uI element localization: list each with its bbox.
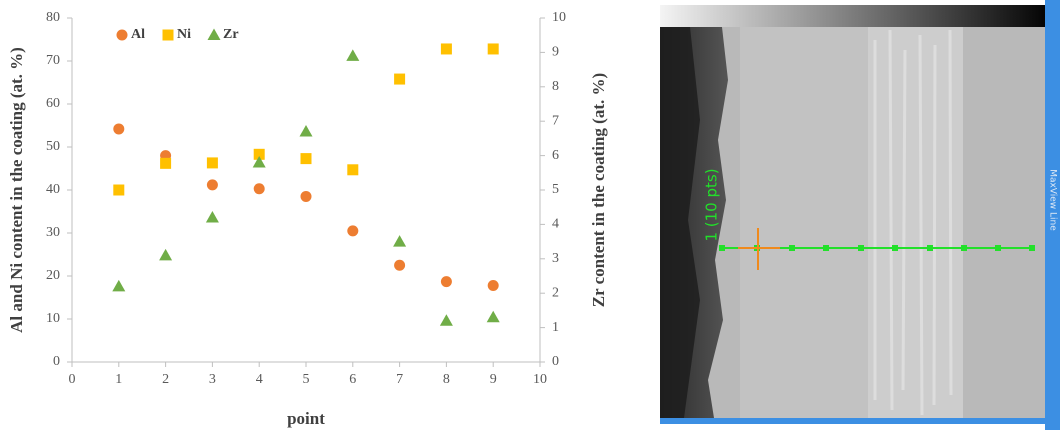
y2-axis-title: Zr content in the coating (at. %)	[589, 73, 608, 307]
point	[113, 123, 125, 135]
legend-label: Al	[131, 27, 145, 42]
x-tick-label: 7	[396, 372, 403, 387]
y2-tick-label: 5	[552, 182, 559, 197]
point	[253, 183, 265, 195]
y-tick-label: 60	[46, 96, 60, 111]
point	[253, 148, 265, 160]
point	[347, 225, 359, 237]
point	[113, 184, 125, 196]
point	[440, 276, 452, 288]
point	[300, 153, 312, 165]
bottom-bar	[660, 418, 1060, 424]
y-tick-label: 80	[46, 10, 60, 25]
legend-label: Ni	[177, 27, 191, 42]
x-axis-title: point	[287, 409, 325, 428]
point	[394, 259, 406, 271]
y-tick-label: 10	[46, 311, 60, 326]
side-label: MaxView Line	[1048, 169, 1058, 231]
crosshair	[738, 228, 780, 270]
x-tick-label: 6	[349, 372, 356, 387]
y2-tick-label: 8	[552, 79, 559, 94]
legend-marker	[207, 28, 221, 40]
point	[252, 155, 266, 168]
coating-zone	[740, 27, 870, 418]
point	[487, 43, 499, 55]
point	[159, 248, 173, 261]
y2-tick-label: 3	[552, 251, 559, 266]
y-axis-title: Al and Ni content in the coating (at. %)	[7, 47, 26, 333]
point	[160, 157, 172, 169]
x-tick-label: 10	[533, 372, 547, 387]
y-tick-label: 30	[46, 225, 60, 240]
legend-marker	[116, 29, 128, 41]
y-tick-label: 70	[46, 53, 60, 68]
chart: 0 1 2 3 4 5 6 7 8 9 10 0 10 20 30 40 50 60 70 80 0 1 2 3 4 5 6 7 8 9 1…	[7, 10, 608, 428]
gradient-bar	[660, 5, 1045, 27]
y-tick-label: 0	[53, 354, 60, 369]
y2-tick-label: 4	[552, 217, 559, 232]
legend-marker	[162, 29, 174, 41]
y2-tick-label: 10	[552, 10, 566, 25]
x-tick-label: 0	[69, 372, 76, 387]
line-label: 1 (10 pts)	[703, 168, 721, 241]
y2-tick-label: 7	[552, 113, 559, 128]
point	[206, 179, 218, 191]
point	[300, 190, 312, 202]
striped-band	[868, 27, 963, 418]
point	[112, 279, 126, 292]
y2-tick-label: 1	[552, 320, 559, 335]
point	[299, 125, 313, 137]
band-texture	[873, 29, 953, 416]
y2-tick-label: 0	[552, 354, 559, 369]
y2-tick-label: 6	[552, 148, 559, 163]
x-tick-label: 9	[490, 372, 497, 387]
y-tick-label: 40	[46, 182, 60, 197]
x-tick-label: 3	[209, 372, 216, 387]
point	[393, 235, 407, 247]
point	[205, 211, 219, 223]
x-tick-label: 8	[443, 372, 450, 387]
point	[440, 43, 452, 55]
micrograph: MaxView Line 1 (10 pts)	[660, 0, 1060, 430]
y-tick-label: 50	[46, 139, 60, 154]
y-tick-label: 20	[46, 268, 60, 283]
point	[486, 310, 500, 323]
point	[439, 314, 453, 326]
x-tick-label: 5	[303, 372, 310, 387]
side-bar	[1045, 0, 1060, 430]
x-tick-label: 4	[256, 372, 263, 387]
point	[347, 164, 359, 176]
point	[487, 279, 499, 291]
x-tick-label: 1	[115, 372, 122, 387]
dark-void	[660, 27, 700, 418]
y2-tick-label: 2	[552, 285, 559, 300]
x-tick-label: 2	[162, 372, 169, 387]
point	[394, 73, 406, 85]
y2-tick-label: 9	[552, 45, 559, 60]
point	[346, 49, 360, 61]
point	[206, 157, 218, 169]
legend-label: Zr	[223, 27, 239, 42]
